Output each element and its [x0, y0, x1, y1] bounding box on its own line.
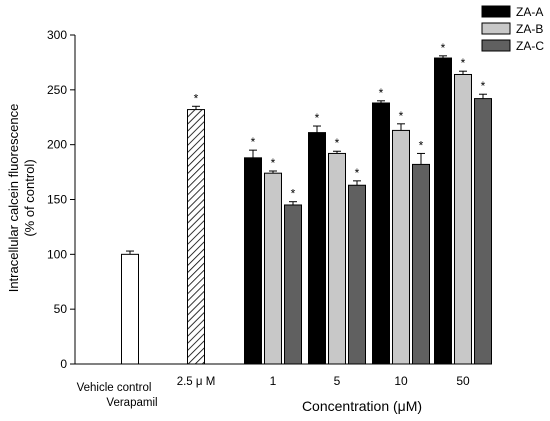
bar-za-a — [372, 102, 390, 365]
y-axis-label-line1: Intracellular calcein fluorescence — [6, 104, 21, 293]
bar-za-c — [474, 98, 492, 365]
significance-marker: * — [461, 56, 466, 70]
legend-swatch-za-c — [481, 39, 511, 52]
bar-za-a — [434, 57, 452, 365]
x-tick-label: 1 — [270, 374, 277, 388]
y-tick-label: 0 — [60, 357, 67, 371]
bar-za-c — [348, 184, 366, 365]
y-tick-label: 200 — [47, 138, 67, 152]
bar-za-b — [328, 152, 346, 365]
bar-za-c — [284, 204, 302, 365]
x-tick-label-control: Verapamil — [106, 397, 157, 409]
legend: ZA-A ZA-B ZA-C — [481, 5, 544, 53]
x-tick-label: 10 — [394, 374, 408, 388]
bar-za-a — [244, 157, 262, 365]
bar-za-b — [264, 172, 282, 365]
bars — [121, 55, 492, 365]
y-tick-label: 100 — [47, 247, 67, 261]
significance-marker: * — [355, 166, 360, 180]
significance-marker: * — [271, 156, 276, 170]
y-axis-label-line2: (% of control) — [22, 159, 37, 236]
significance-marker: * — [315, 111, 320, 125]
y-tick-label: 250 — [47, 83, 67, 97]
y-tick-label: 50 — [54, 302, 68, 316]
bar-za-c — [412, 163, 430, 365]
y-tick-label: 300 — [47, 28, 67, 42]
significance-marker: * — [335, 136, 340, 150]
y-tick-label: 150 — [47, 193, 67, 207]
x-tick-label: 5 — [334, 374, 341, 388]
bar-za-b — [392, 129, 410, 365]
significance-marker: * — [251, 135, 256, 149]
legend-swatch-za-a — [481, 5, 511, 18]
labels: * Vehicle control Verapamil 2.5 μ M * * * 1 * * * 5… — [77, 41, 486, 409]
x-tick-label-control: 2.5 μ M — [177, 376, 216, 388]
x-tick-label-control: Vehicle control — [77, 382, 152, 394]
significance-marker: * — [419, 138, 424, 152]
legend-label: ZA-B — [516, 22, 543, 36]
bar-za-b — [454, 73, 472, 365]
legend-label: ZA-A — [516, 5, 543, 19]
significance-marker: * — [194, 91, 199, 105]
x-tick-label: 50 — [456, 374, 470, 388]
x-axis-label: Concentration (μM) — [302, 398, 422, 414]
legend-label: ZA-C — [516, 39, 544, 53]
significance-marker: * — [441, 41, 446, 55]
significance-marker: * — [379, 86, 384, 100]
significance-marker: * — [291, 187, 296, 201]
legend-swatch-za-b — [481, 22, 511, 35]
significance-marker: * — [399, 109, 404, 123]
significance-marker: * — [481, 79, 486, 93]
control-bar — [187, 109, 205, 365]
bar-za-a — [308, 132, 326, 365]
axes: 0 50 100 150 200 250 300 — [47, 28, 480, 371]
control-bar — [121, 253, 139, 365]
